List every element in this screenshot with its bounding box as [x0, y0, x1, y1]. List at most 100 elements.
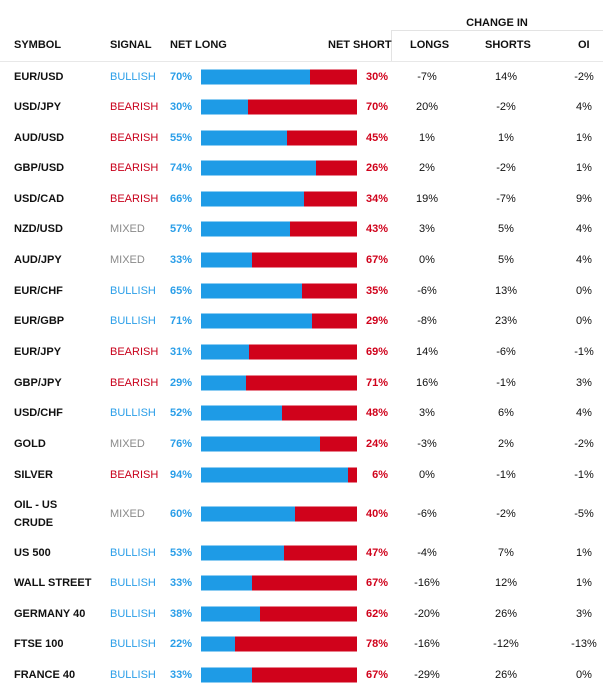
net-long-bar-fill	[201, 667, 253, 683]
table-row: WALL STREET BULLISH 33% 67% -16% 12% 1%	[0, 568, 603, 598]
net-long-value: 60%	[170, 507, 193, 520]
symbol-cell[interactable]: WALL STREET	[14, 577, 92, 589]
table-row: SILVER BEARISH 94% 6% 0% -1% -1%	[0, 460, 603, 490]
shorts-change: 26%	[494, 669, 518, 681]
symbol-cell[interactable]: FTSE 100	[14, 638, 64, 650]
net-short-value: 78%	[365, 638, 388, 650]
net-short-value: 29%	[365, 315, 388, 327]
symbol-cell[interactable]: GOLD	[14, 438, 46, 450]
table-row: FRANCE 40 BULLISH 33% 67% -29% 26% 0%	[0, 660, 603, 690]
signal-cell: BEARISH	[110, 162, 159, 174]
shorts-change: 5%	[498, 254, 514, 266]
net-short-value: 70%	[365, 101, 388, 113]
symbol-cell[interactable]: FRANCE 40	[14, 669, 76, 681]
net-long-bar-fill	[201, 575, 253, 591]
symbol-cell[interactable]: EUR/CHF	[14, 285, 63, 297]
net-short-value: 67%	[365, 669, 388, 681]
shorts-change: -1%	[496, 377, 516, 389]
table-row: USD/CHF BULLISH 52% 48% 3% 6% 4%	[0, 398, 603, 428]
symbol-cell[interactable]: OIL - US CRUDE	[14, 498, 58, 529]
table-row: OIL - US CRUDE MIXED 60% 40% -6% -2% -5%	[0, 490, 603, 537]
net-long-bar-fill	[201, 252, 253, 268]
longs-change: 2%	[419, 162, 435, 174]
signal-cell: BEARISH	[110, 132, 159, 144]
net-long-bar-fill	[201, 69, 311, 85]
signal-cell: MIXED	[110, 507, 145, 520]
sentiment-bar	[201, 575, 357, 591]
longs-change: -7%	[417, 71, 437, 83]
shorts-change: -2%	[496, 162, 516, 174]
symbol-cell[interactable]: EUR/GBP	[14, 315, 65, 327]
net-long-bar-fill	[201, 436, 320, 452]
symbol-cell[interactable]: SILVER	[14, 469, 53, 481]
longs-change: 0%	[419, 469, 435, 481]
shorts-change: 12%	[494, 577, 518, 589]
net-long-value: 52%	[170, 407, 193, 419]
symbol-cell[interactable]: AUD/JPY	[14, 254, 62, 266]
net-short-value: 35%	[365, 285, 388, 297]
symbol-cell[interactable]: GBP/JPY	[14, 377, 62, 389]
net-long-bar-fill	[201, 636, 236, 652]
symbol-cell[interactable]: EUR/JPY	[14, 346, 62, 358]
net-long-bar-fill	[201, 405, 283, 421]
table-row: AUD/USD BEARISH 55% 45% 1% 1% 1%	[0, 123, 603, 153]
shorts-change: -7%	[496, 193, 516, 205]
signal-cell: BEARISH	[110, 346, 159, 358]
table-row: GBP/USD BEARISH 74% 26% 2% -2% 1%	[0, 153, 603, 183]
net-long-bar-fill	[201, 313, 312, 329]
longs-change: -8%	[417, 315, 437, 327]
net-short-value: 67%	[365, 254, 388, 266]
shorts-change: 2%	[498, 438, 514, 450]
sentiment-bar	[201, 375, 357, 391]
net-long-bar-fill	[201, 160, 317, 176]
net-short-value: 40%	[365, 507, 388, 520]
table-row: NZD/USD MIXED 57% 43% 3% 5% 4%	[0, 214, 603, 244]
net-long-value: 33%	[170, 669, 193, 681]
symbol-cell[interactable]: USD/CAD	[14, 193, 65, 205]
net-short-value: 62%	[365, 608, 388, 620]
signal-cell: BULLISH	[110, 669, 156, 681]
net-long-value: 76%	[170, 438, 193, 450]
longs-change: -20%	[414, 608, 440, 620]
shorts-change: -12%	[493, 638, 519, 650]
symbol-cell[interactable]: GERMANY 40	[14, 608, 86, 620]
symbol-cell[interactable]: EUR/USD	[14, 71, 64, 83]
sentiment-bar	[201, 545, 357, 561]
signal-cell: BEARISH	[110, 101, 159, 113]
sentiment-bar	[201, 283, 357, 299]
sentiment-bar	[201, 436, 357, 452]
net-long-value: 66%	[170, 193, 193, 205]
shorts-change: 6%	[498, 407, 514, 419]
net-long-bar-fill	[201, 283, 303, 299]
shorts-change: -2%	[496, 101, 516, 113]
net-long-value: 53%	[170, 547, 193, 559]
oi-change: -13%	[571, 638, 597, 650]
oi-change: -2%	[574, 71, 594, 83]
symbol-cell[interactable]: AUD/USD	[14, 132, 65, 144]
net-long-value: 33%	[170, 577, 193, 589]
column-header-net-short: NET SHORT	[328, 39, 392, 51]
table-row: FTSE 100 BULLISH 22% 78% -16% -12% -13%	[0, 629, 603, 659]
table-row: GERMANY 40 BULLISH 38% 62% -20% 26% 3%	[0, 599, 603, 629]
net-long-value: 57%	[170, 223, 193, 235]
symbol-cell[interactable]: GBP/USD	[14, 162, 65, 174]
symbol-cell[interactable]: NZD/USD	[14, 223, 63, 235]
signal-cell: MIXED	[110, 223, 145, 235]
longs-change: 19%	[415, 193, 439, 205]
symbol-cell[interactable]: US 500	[14, 547, 51, 559]
oi-change: 1%	[576, 547, 592, 559]
oi-change: 0%	[576, 669, 592, 681]
longs-change: 14%	[415, 346, 439, 358]
longs-change: -6%	[417, 285, 437, 297]
sentiment-bar	[201, 160, 357, 176]
oi-change: -1%	[574, 469, 594, 481]
header-divider	[0, 61, 603, 62]
symbol-cell[interactable]: USD/JPY	[14, 101, 62, 113]
symbol-cell[interactable]: USD/CHF	[14, 407, 63, 419]
sentiment-bar	[201, 467, 357, 483]
longs-change: 3%	[419, 407, 435, 419]
longs-change: -16%	[414, 577, 440, 589]
shorts-change: -6%	[496, 346, 516, 358]
column-header-longs: LONGS	[410, 39, 450, 51]
